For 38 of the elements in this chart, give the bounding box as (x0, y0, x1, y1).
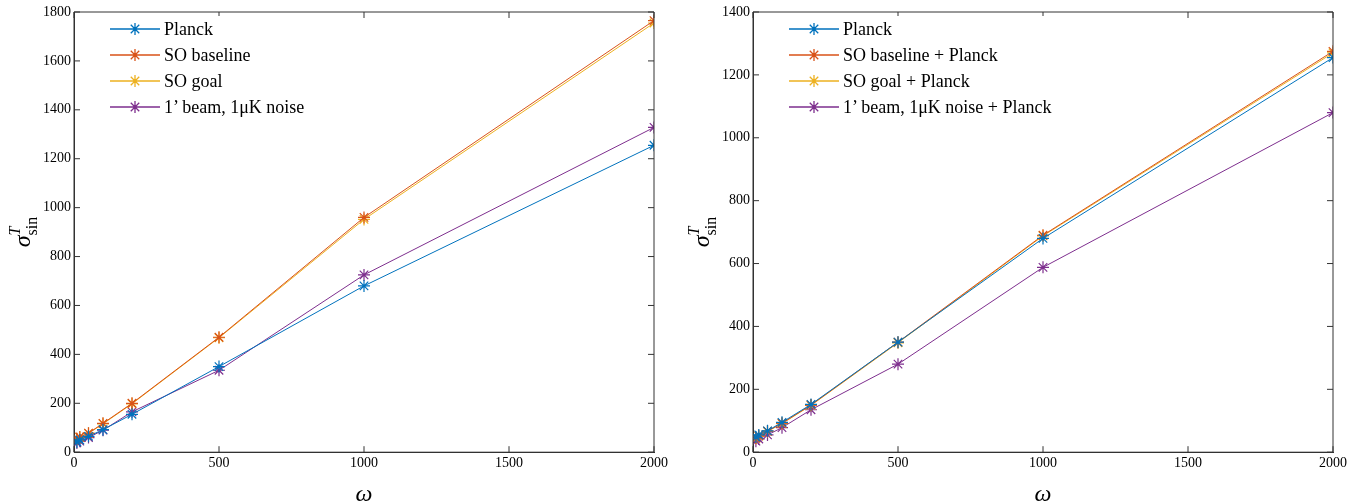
legend-label: 1’ beam, 1μK noise (164, 96, 305, 119)
y-tick-label: 0 (64, 443, 71, 459)
x-tick-label: 1500 (1174, 455, 1202, 471)
y-tick-label: 400 (50, 346, 71, 362)
legend-label: SO baseline (164, 44, 251, 67)
x-tick-label: 1000 (350, 455, 378, 471)
legend-label: SO baseline + Planck (843, 44, 998, 67)
legend-label: Planck (164, 18, 213, 41)
y-tick-label: 1200 (722, 66, 750, 82)
y-tick-label: 1400 (43, 101, 71, 117)
y-tick-label: 800 (50, 248, 71, 264)
y-tick-label: 1000 (722, 129, 750, 145)
y-tick-label: 1800 (43, 3, 71, 19)
x-axis-title: ω (355, 480, 373, 503)
x-axis-title: ω (1034, 480, 1052, 503)
legend-label: SO goal (164, 70, 223, 93)
y-tick-label: 1400 (722, 3, 750, 19)
x-tick-label: 2000 (640, 455, 668, 471)
x-tick-label: 1000 (1029, 455, 1057, 471)
y-tick-label: 200 (50, 394, 71, 410)
y-tick-label: 600 (50, 297, 71, 313)
y-tick-label: 800 (729, 192, 750, 208)
y-axis-title: σTsin (685, 216, 720, 248)
y-tick-label: 1600 (43, 52, 71, 68)
y-tick-label: 200 (729, 380, 750, 396)
y-tick-label: 1200 (43, 150, 71, 166)
legend-label: SO goal + Planck (843, 70, 970, 93)
x-tick-label: 500 (887, 455, 909, 471)
x-tick-label: 500 (208, 455, 230, 471)
y-tick-label: 0 (743, 443, 750, 459)
y-tick-label: 600 (729, 255, 750, 271)
legend-label: 1’ beam, 1μK noise + Planck (843, 96, 1052, 119)
y-tick-label: 1000 (43, 199, 71, 215)
y-tick-label: 400 (729, 318, 750, 334)
x-tick-label: 1500 (495, 455, 523, 471)
y-axis-title: σTsin (6, 216, 41, 248)
legend-label: Planck (843, 18, 892, 41)
x-tick-label: 2000 (1319, 455, 1347, 471)
